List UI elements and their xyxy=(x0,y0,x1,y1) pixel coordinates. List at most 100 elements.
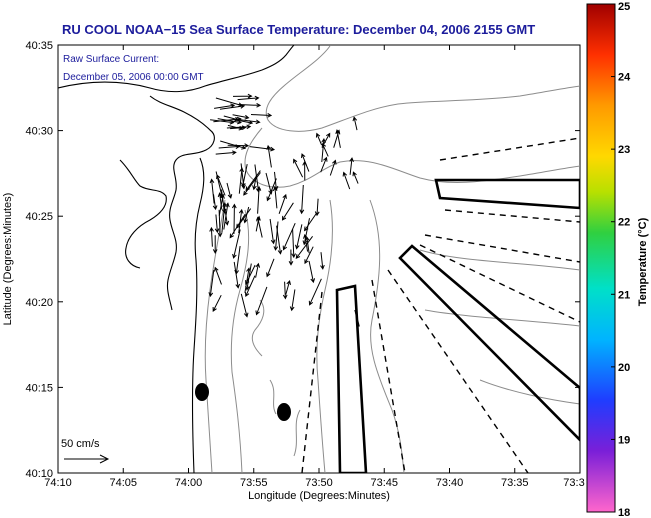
y-tick-label: 40:30 xyxy=(25,126,53,138)
bathymetry-contour xyxy=(419,249,580,271)
x-tick-label: 73:45 xyxy=(370,477,398,489)
current-vector xyxy=(208,270,215,298)
colorbar-label: Temperature (°C) xyxy=(637,217,649,306)
scale-vector-arrowhead xyxy=(99,454,110,464)
current-vector xyxy=(314,198,320,217)
y-axis-ticks: 40:35 40:30 40:25 40:20 40:15 40:10 xyxy=(25,40,580,480)
current-vector xyxy=(214,266,222,285)
current-vector xyxy=(299,184,305,215)
current-vector xyxy=(221,202,227,233)
current-vector xyxy=(229,213,246,239)
current-vector xyxy=(209,178,215,204)
colorbar xyxy=(586,3,616,513)
figure-title: RU COOL NOAA−15 Sea Surface Temperature:… xyxy=(62,22,535,37)
colorbar-tick-label: 22 xyxy=(618,217,630,229)
y-tick-label: 40:25 xyxy=(25,211,53,223)
current-vector xyxy=(295,236,314,260)
current-vector xyxy=(212,194,218,211)
current-vector xyxy=(217,118,242,125)
current-vector xyxy=(243,172,261,196)
current-vector xyxy=(282,281,288,300)
current-vector xyxy=(216,174,226,196)
y-tick-label: 40:35 xyxy=(25,40,53,52)
x-tick-label: 73:3 xyxy=(563,477,584,489)
x-tick-label: 74:10 xyxy=(44,477,72,489)
current-vector xyxy=(352,171,359,184)
current-vector xyxy=(256,185,262,214)
current-vector xyxy=(321,142,329,157)
current-vector xyxy=(212,294,222,312)
current-vector xyxy=(289,289,296,312)
x-tick-label: 73:55 xyxy=(240,477,268,489)
colorbar-tick-label: 18 xyxy=(618,507,630,518)
current-vector xyxy=(241,164,248,188)
current-vector xyxy=(293,158,304,178)
current-vector xyxy=(266,258,275,278)
current-vector xyxy=(308,278,322,306)
bathymetry-contour xyxy=(251,299,301,457)
current-vector xyxy=(233,261,241,289)
current-label: Raw Surface Current: xyxy=(63,54,159,65)
current-vector xyxy=(219,104,246,110)
current-vector xyxy=(266,178,277,202)
colorbar-tick-label: 24 xyxy=(618,72,631,84)
colorbar-tick-label: 19 xyxy=(618,434,630,446)
radar-beam-lines xyxy=(301,137,580,473)
x-axis-label: Longitude (Degrees:Minutes) xyxy=(248,490,390,502)
radar-footprints xyxy=(335,178,580,473)
current-vector xyxy=(250,112,273,118)
current-vector xyxy=(269,218,276,245)
x-tick-label: 73:40 xyxy=(436,477,464,489)
plot-area xyxy=(57,44,581,474)
bathymetry-contour xyxy=(479,379,580,405)
coastline xyxy=(58,45,295,93)
current-vector xyxy=(249,146,276,152)
current-vector xyxy=(232,93,253,99)
station-marker xyxy=(277,403,291,421)
current-vector xyxy=(288,249,294,266)
bathymetry-contour xyxy=(230,209,250,473)
y-tick-label: 40:10 xyxy=(25,468,53,480)
current-vector xyxy=(226,182,233,199)
current-vector xyxy=(231,203,237,234)
current-vector xyxy=(255,286,268,316)
bathymetry-contour xyxy=(424,309,580,327)
bathymetry-contour xyxy=(204,199,226,473)
current-vector xyxy=(214,103,236,109)
current-vector xyxy=(256,216,263,238)
current-vector xyxy=(235,118,261,125)
current-vector xyxy=(212,235,218,254)
current-vector xyxy=(214,214,220,234)
current-vector xyxy=(333,129,341,148)
current-vector xyxy=(245,275,256,298)
y-tick-label: 40:15 xyxy=(25,382,53,394)
x-tick-label: 74:00 xyxy=(175,477,203,489)
y-tick-label: 40:20 xyxy=(25,297,53,309)
colorbar-tick-label: 20 xyxy=(618,362,630,374)
current-vector xyxy=(218,193,225,216)
current-vector xyxy=(329,159,337,176)
current-vector xyxy=(305,236,310,254)
bathymetry-contour xyxy=(265,45,580,132)
current-vector xyxy=(245,170,261,192)
current-vector xyxy=(240,293,249,318)
y-axis-label: Latitude (Degrees:Minutes) xyxy=(2,193,14,326)
current-vector xyxy=(342,171,351,190)
map-content xyxy=(58,45,580,473)
current-vector xyxy=(308,260,316,284)
current-vector xyxy=(272,186,278,209)
current-vector xyxy=(273,221,279,251)
current-vector xyxy=(352,116,358,131)
current-vector xyxy=(285,279,291,295)
current-vector xyxy=(291,228,296,259)
current-vector xyxy=(301,153,310,172)
current-vector xyxy=(281,202,294,221)
current-vector xyxy=(295,224,303,250)
scale-vector-label: 50 cm/s xyxy=(61,438,100,450)
current-vector xyxy=(322,132,331,146)
bathymetry-contour xyxy=(316,199,333,473)
current-vector xyxy=(282,222,296,251)
current-vector xyxy=(315,132,323,146)
current-vector xyxy=(265,172,273,195)
x-axis-ticks: 74:10 74:05 74:00 73:55 73:50 73:45 73:40 73:35… xyxy=(44,45,585,489)
